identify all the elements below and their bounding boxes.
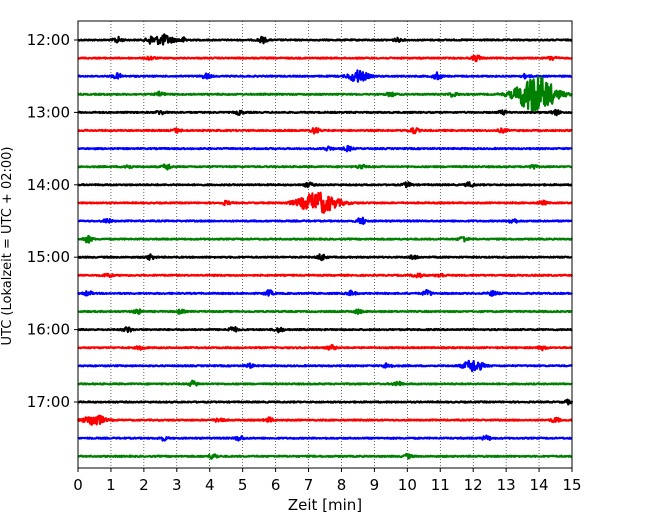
trace-1215 bbox=[77, 54, 573, 63]
trace-1630 bbox=[77, 359, 573, 373]
y-tick-label: 15:00 bbox=[27, 248, 70, 266]
x-tick-label: 8 bbox=[337, 476, 347, 494]
x-tick-label: 5 bbox=[238, 476, 248, 494]
y-tick-label: 13:00 bbox=[27, 103, 70, 121]
y-tick-label: 14:00 bbox=[27, 176, 70, 194]
x-tick-label: 11 bbox=[431, 476, 450, 494]
trace-1700 bbox=[77, 398, 574, 406]
y-tick-label: 17:00 bbox=[27, 393, 70, 411]
x-tick-label: 3 bbox=[172, 476, 182, 494]
trace-1545 bbox=[77, 308, 573, 315]
x-tick-label: 6 bbox=[271, 476, 281, 494]
x-tick-label: 10 bbox=[398, 476, 417, 494]
plot-frame bbox=[77, 20, 573, 469]
trace-1715 bbox=[76, 414, 573, 426]
trace-1745 bbox=[77, 452, 573, 460]
x-tick-label: 12 bbox=[464, 476, 483, 494]
x-tick-label: 13 bbox=[497, 476, 516, 494]
x-tick-label: 15 bbox=[562, 476, 581, 494]
trace-1515 bbox=[77, 272, 573, 279]
trace-1300 bbox=[77, 108, 573, 117]
trace-1345 bbox=[77, 163, 573, 171]
trace-1400 bbox=[77, 181, 573, 189]
y-axis-label: UTC (Lokalzeit = UTC + 02:00) bbox=[0, 147, 15, 346]
grid-lines bbox=[110, 21, 540, 468]
y-tick-label: 12:00 bbox=[27, 31, 70, 49]
trace-1230 bbox=[77, 69, 573, 83]
trace-1600 bbox=[77, 326, 573, 334]
seismic-traces bbox=[76, 33, 574, 460]
trace-1245 bbox=[77, 75, 573, 114]
x-tick-label: 9 bbox=[370, 476, 380, 494]
x-axis-label: Zeit [min] bbox=[288, 496, 362, 514]
x-tick-label: 0 bbox=[73, 476, 83, 494]
trace-1530 bbox=[76, 288, 573, 297]
trace-1200 bbox=[77, 33, 573, 46]
x-tick-label: 7 bbox=[304, 476, 314, 494]
trace-1500 bbox=[77, 253, 573, 262]
x-tick-label: 2 bbox=[139, 476, 149, 494]
trace-1645 bbox=[77, 379, 573, 387]
y-tick-label: 16:00 bbox=[27, 321, 70, 339]
trace-1730 bbox=[77, 434, 573, 442]
x-tick-label: 4 bbox=[205, 476, 215, 494]
trace-1430 bbox=[77, 216, 573, 225]
trace-1445 bbox=[77, 234, 573, 244]
trace-1415 bbox=[77, 191, 573, 214]
trace-1615 bbox=[77, 343, 573, 352]
x-axis-ticks: 0 1 2 3 4 5 6 7 8 9 10 11 12 13 14 15 bbox=[73, 468, 582, 494]
trace-1315 bbox=[77, 126, 573, 135]
x-tick-label: 14 bbox=[530, 476, 549, 494]
y-axis-ticks: 12:00 13:00 14:00 15:00 16:00 17:00 bbox=[27, 31, 78, 411]
trace-1330 bbox=[77, 145, 573, 153]
x-tick-label: 1 bbox=[106, 476, 116, 494]
